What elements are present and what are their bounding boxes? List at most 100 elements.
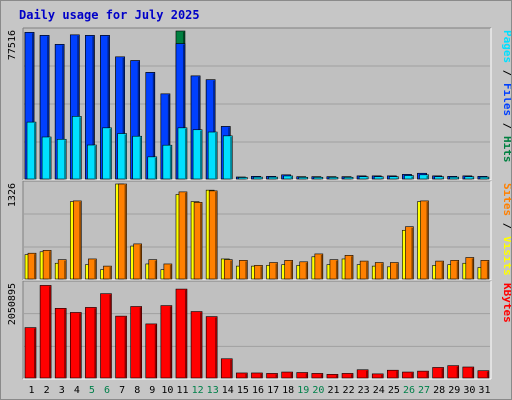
x-tick-label: 27 <box>418 385 430 396</box>
bar-kbytes <box>281 371 293 379</box>
bar-kbytes <box>54 308 67 379</box>
bar-kbytes <box>115 315 127 379</box>
bar-pages <box>283 175 293 180</box>
x-tick-label: 13 <box>207 385 219 396</box>
bar-pages <box>389 176 399 180</box>
panel-bottom: 2050895 KBytes <box>7 280 511 380</box>
bar-sites <box>420 200 429 280</box>
bar-sites <box>254 265 263 280</box>
bar-kbytes <box>402 371 414 379</box>
bar-sites <box>193 202 203 280</box>
bar-kbytes <box>311 373 324 379</box>
bar-kbytes <box>85 307 97 379</box>
bar-pages <box>404 175 414 180</box>
bar-sites <box>405 226 414 280</box>
legend-part: / <box>501 63 511 83</box>
bar-pages <box>268 176 278 180</box>
y-max-label: 1326 <box>7 183 18 207</box>
panel-middle: 1326 Sites / Visits <box>7 180 511 281</box>
x-tick-label: 6 <box>104 385 110 396</box>
bar-pages <box>298 176 309 180</box>
legend-part: KBytes <box>501 283 511 323</box>
bar-pages <box>117 133 127 180</box>
x-tick-label: 30 <box>463 385 475 396</box>
bar-sites <box>178 191 188 280</box>
bar-pages <box>71 116 82 180</box>
bar-pages <box>238 177 248 180</box>
x-tick-label: 23 <box>358 385 370 396</box>
bar-pages <box>87 144 97 180</box>
bar-sites <box>72 200 82 280</box>
bar-sites <box>163 263 173 280</box>
bar-kbytes <box>175 288 188 379</box>
bar-pages <box>313 176 324 180</box>
bar-sites <box>480 260 490 280</box>
bar-pages <box>449 176 460 180</box>
x-tick-label: 17 <box>267 385 279 396</box>
y-max-label: 77516 <box>7 30 18 60</box>
bar-sites <box>435 260 444 280</box>
bar-sites <box>299 261 309 280</box>
bar-pages <box>222 135 233 180</box>
bar-sites <box>314 253 324 280</box>
chart-title: Daily usage for July 2025 <box>19 8 200 22</box>
legend-part: / <box>501 216 511 236</box>
bar-sites <box>329 259 339 280</box>
x-tick-label: 22 <box>343 385 355 396</box>
bar-pages <box>434 176 444 180</box>
x-axis-labels: 1 2 3 4 5 6 7 8 9 10 11 12 13 14 15 16 17 18 19 20 21 22 23 24 2… <box>29 385 491 396</box>
x-tick-label: 14 <box>222 385 234 396</box>
x-tick-label: 19 <box>297 385 309 396</box>
legend-part: Sites <box>501 183 511 216</box>
bar-pages <box>358 176 369 180</box>
legend-part: Pages <box>501 30 511 63</box>
x-tick-label: 10 <box>161 385 173 396</box>
y-max-label: 2050895 <box>7 283 18 325</box>
x-tick-label: 16 <box>252 385 264 396</box>
bar-kbytes <box>205 316 218 379</box>
x-tick-label: 20 <box>312 385 324 396</box>
bar-kbytes <box>220 358 233 379</box>
bar-kbytes <box>160 305 173 379</box>
x-tick-label: 18 <box>282 385 294 396</box>
bar-pages <box>373 176 384 180</box>
x-tick-label: 4 <box>74 385 80 396</box>
bar-sites <box>223 259 233 280</box>
bar-sites <box>103 265 112 280</box>
bar-kbytes <box>462 366 475 379</box>
x-tick-label: 25 <box>388 385 400 396</box>
bar-pages <box>41 136 52 180</box>
x-tick-label: 5 <box>89 385 95 396</box>
x-tick-label: 12 <box>192 385 204 396</box>
bar-sites <box>148 259 158 280</box>
bar-kbytes <box>371 373 384 379</box>
bar-kbytes <box>356 369 369 379</box>
x-tick-label: 11 <box>176 385 188 396</box>
bar-pages <box>207 131 218 180</box>
legend-label: KBytes <box>501 283 511 323</box>
bar-kbytes <box>236 372 248 379</box>
legend-label: Pages / Files / Hits <box>501 30 511 163</box>
bar-sites <box>239 260 248 280</box>
legend-part: Hits <box>501 136 511 163</box>
legend-label: Sites / Visits <box>501 183 511 276</box>
bar-kbytes <box>326 374 339 379</box>
bar-pages <box>177 127 188 180</box>
bar-pages <box>253 176 263 180</box>
bar-kbytes <box>24 327 37 379</box>
x-tick-label: 15 <box>237 385 249 396</box>
bar-pages <box>464 176 475 180</box>
bar-pages <box>343 176 354 180</box>
bar-kbytes <box>190 311 203 379</box>
bar-sites <box>284 260 293 280</box>
bar-kbytes <box>266 373 278 379</box>
x-tick-label: 28 <box>433 385 445 396</box>
x-tick-label: 2 <box>44 385 50 396</box>
x-tick-label: 7 <box>119 385 125 396</box>
bar-sites <box>27 252 37 280</box>
bar-sites <box>42 250 52 280</box>
bar-sites <box>118 183 127 280</box>
bar-kbytes <box>417 370 429 379</box>
